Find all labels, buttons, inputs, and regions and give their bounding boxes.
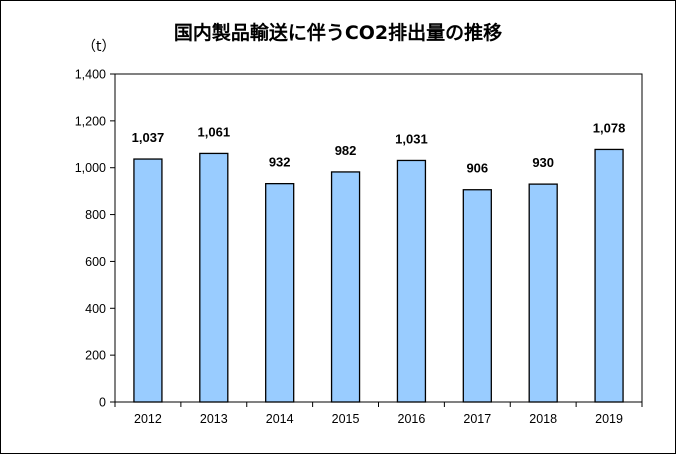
data-label: 932 [269, 155, 291, 170]
data-label: 906 [466, 161, 488, 176]
bar [330, 171, 361, 403]
y-tick-label: 600 [85, 255, 106, 269]
y-tick-label: 1,400 [75, 68, 106, 82]
y-tick-label: 200 [85, 349, 106, 363]
y-tick-label: 400 [85, 302, 106, 316]
data-label: 1,061 [198, 124, 231, 139]
x-tick-label: 2016 [398, 412, 426, 426]
bar [133, 158, 163, 403]
chart-title: 国内製品輸送に伴うCO2排出量の推移 [173, 22, 503, 44]
y-tick-label: 1,200 [75, 114, 106, 128]
data-label: 1,078 [593, 120, 626, 135]
bar [528, 183, 558, 403]
data-label: 1,037 [132, 130, 165, 145]
bar [199, 152, 229, 403]
x-tick-label: 2019 [595, 412, 623, 426]
data-label: 1,031 [395, 131, 428, 146]
bar [396, 159, 427, 403]
y-tick-label: 0 [99, 396, 106, 410]
bar [594, 148, 624, 403]
plot-area [114, 73, 643, 403]
y-axis-unit-label: （t） [82, 39, 116, 55]
y-tick-label: 800 [85, 208, 106, 222]
data-label: 982 [335, 143, 357, 158]
x-tick-label: 2017 [463, 412, 491, 426]
bar [462, 189, 492, 403]
y-tick-label: 1,000 [75, 161, 106, 175]
x-tick-label: 2013 [200, 412, 228, 426]
x-tick-label: 2012 [134, 412, 162, 426]
x-tick-label: 2015 [332, 412, 360, 426]
bar [265, 182, 295, 403]
x-tick-label: 2014 [266, 412, 294, 426]
x-tick-label: 2018 [529, 412, 557, 426]
data-label: 930 [532, 155, 554, 170]
